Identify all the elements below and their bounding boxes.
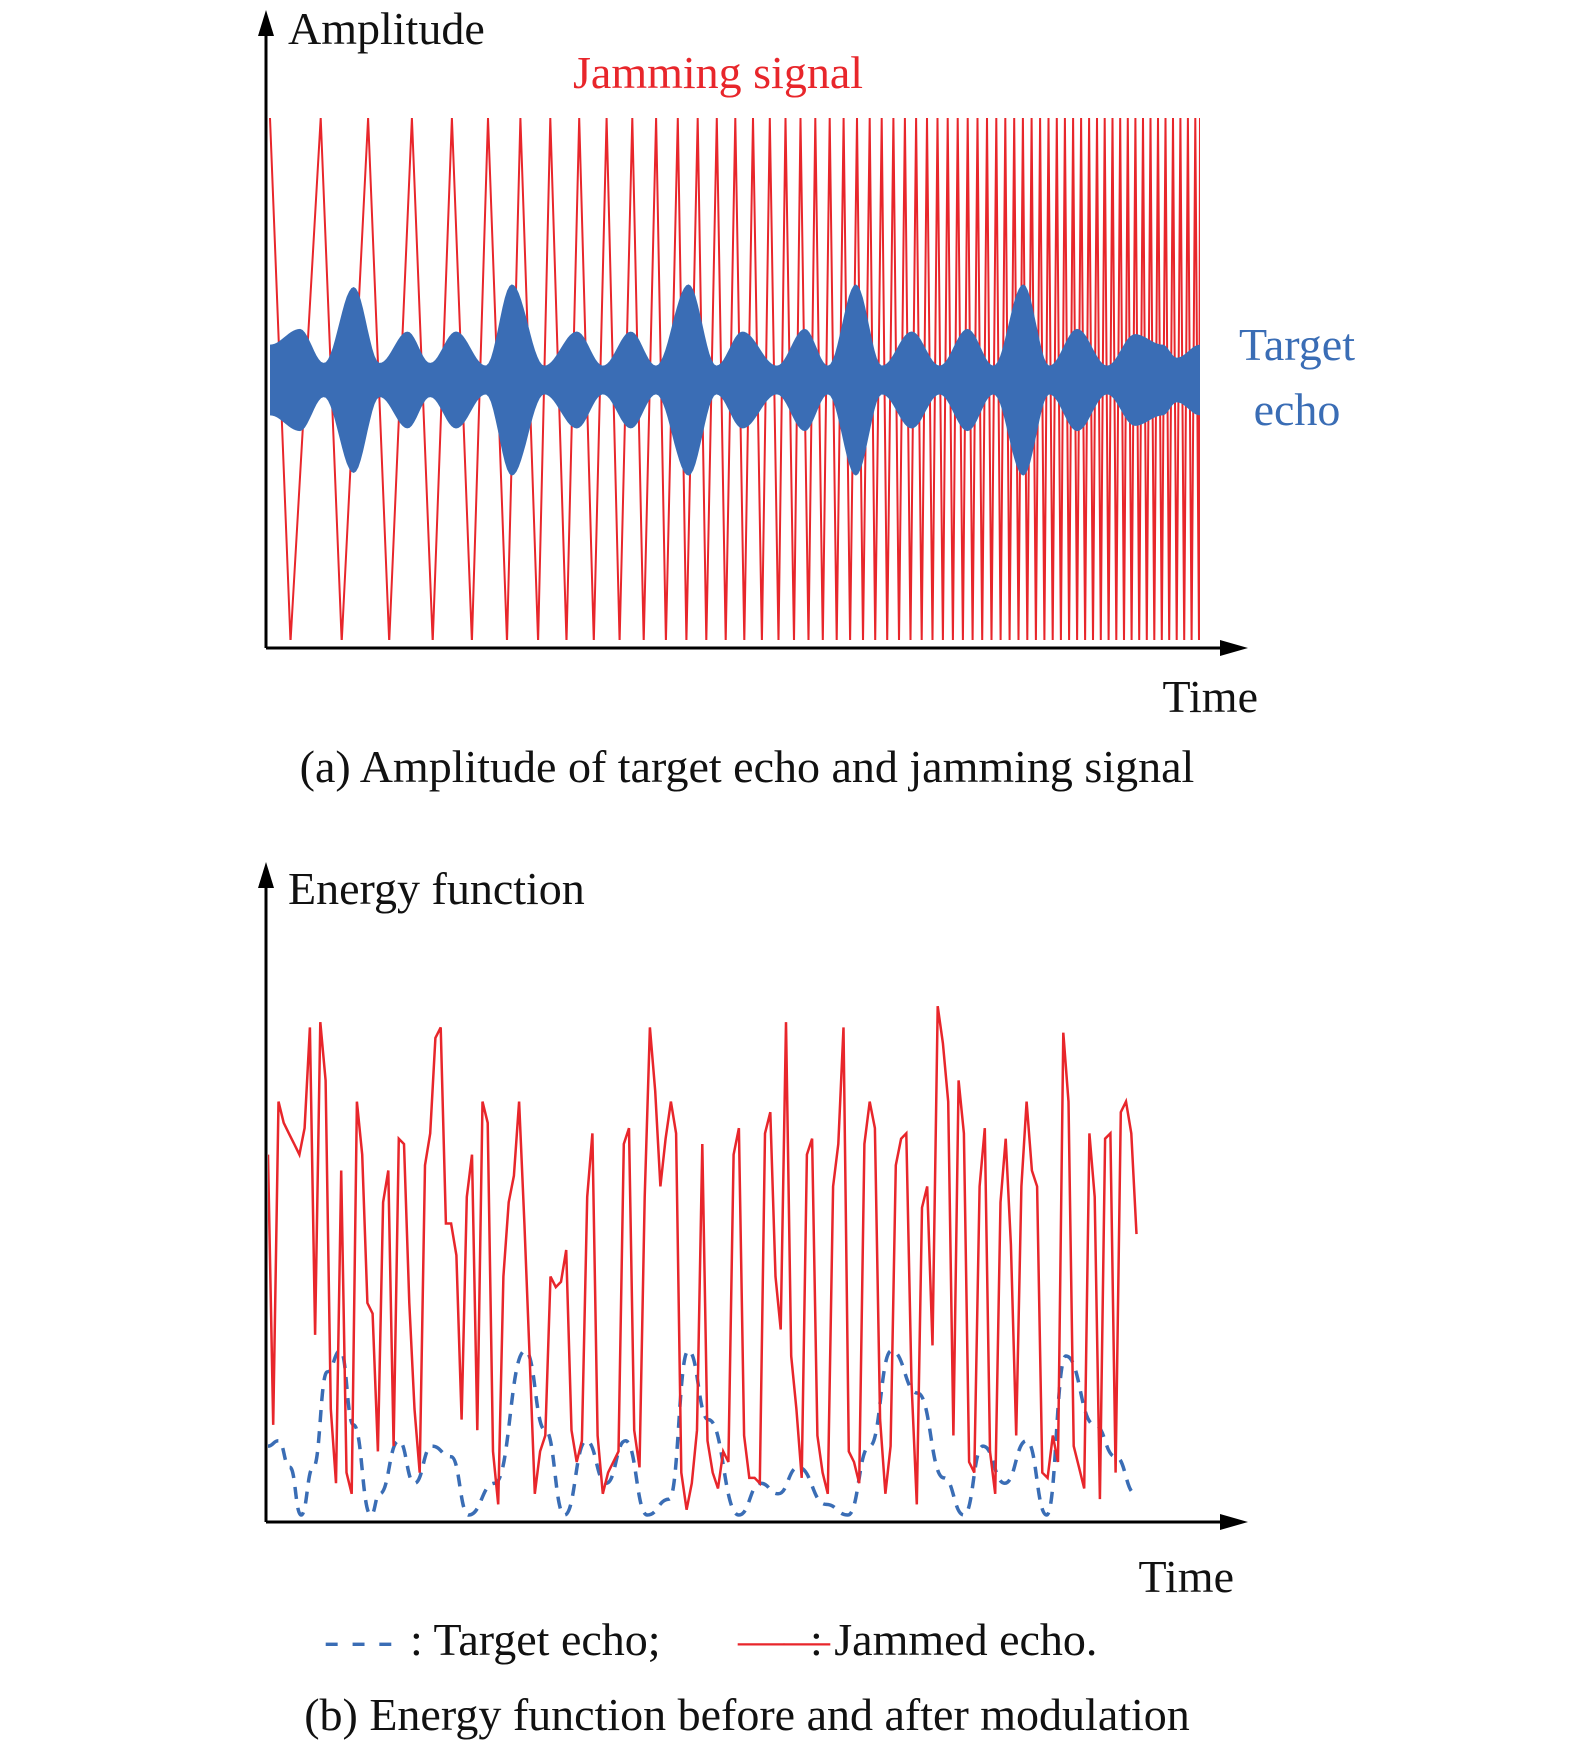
panel-a-x-label: Time — [1163, 671, 1258, 722]
jamming-signal-series — [269, 117, 1200, 640]
jamming-signal-label: Jamming signal — [573, 47, 863, 98]
energy-jammed-echo-series — [268, 1006, 1138, 1510]
panel-b-x-label: Time — [1139, 1551, 1234, 1602]
panel-b-y-label: Energy function — [288, 863, 585, 914]
panel-b-y-axis-arrow — [258, 862, 274, 888]
legend-jammed-marker: —— — [737, 1614, 831, 1665]
target-echo-label-line1: Target — [1239, 319, 1355, 370]
panel-b: Energy function Time - - - : Target echo… — [258, 862, 1248, 1740]
energy-target-echo-series — [268, 1348, 1137, 1517]
energy-jammed-echo-line — [268, 1006, 1138, 1510]
panel-b-x-axis-arrow — [1220, 1514, 1248, 1530]
legend: - - - : Target echo; —— : Jammed echo. — [324, 1614, 1097, 1665]
target-echo-label-line2: echo — [1254, 384, 1341, 435]
panel-a: Amplitude Jamming signal Target echo Tim… — [258, 3, 1355, 792]
legend-target-label: : Target echo; — [410, 1614, 661, 1665]
energy-target-echo-line — [268, 1348, 1137, 1517]
panel-b-caption: (b) Energy function before and after mod… — [304, 1689, 1190, 1740]
jamming-signal-line — [269, 117, 1200, 640]
panel-a-caption: (a) Amplitude of target echo and jamming… — [300, 741, 1195, 792]
target-echo-series — [270, 284, 1200, 476]
panel-a-y-label: Amplitude — [288, 3, 485, 54]
legend-jammed-label: : Jammed echo. — [810, 1614, 1097, 1665]
panel-a-y-axis-arrow — [258, 10, 274, 36]
target-echo-band — [270, 284, 1200, 476]
legend-target-marker: - - - — [324, 1614, 393, 1665]
panel-a-x-axis-arrow — [1220, 640, 1248, 656]
